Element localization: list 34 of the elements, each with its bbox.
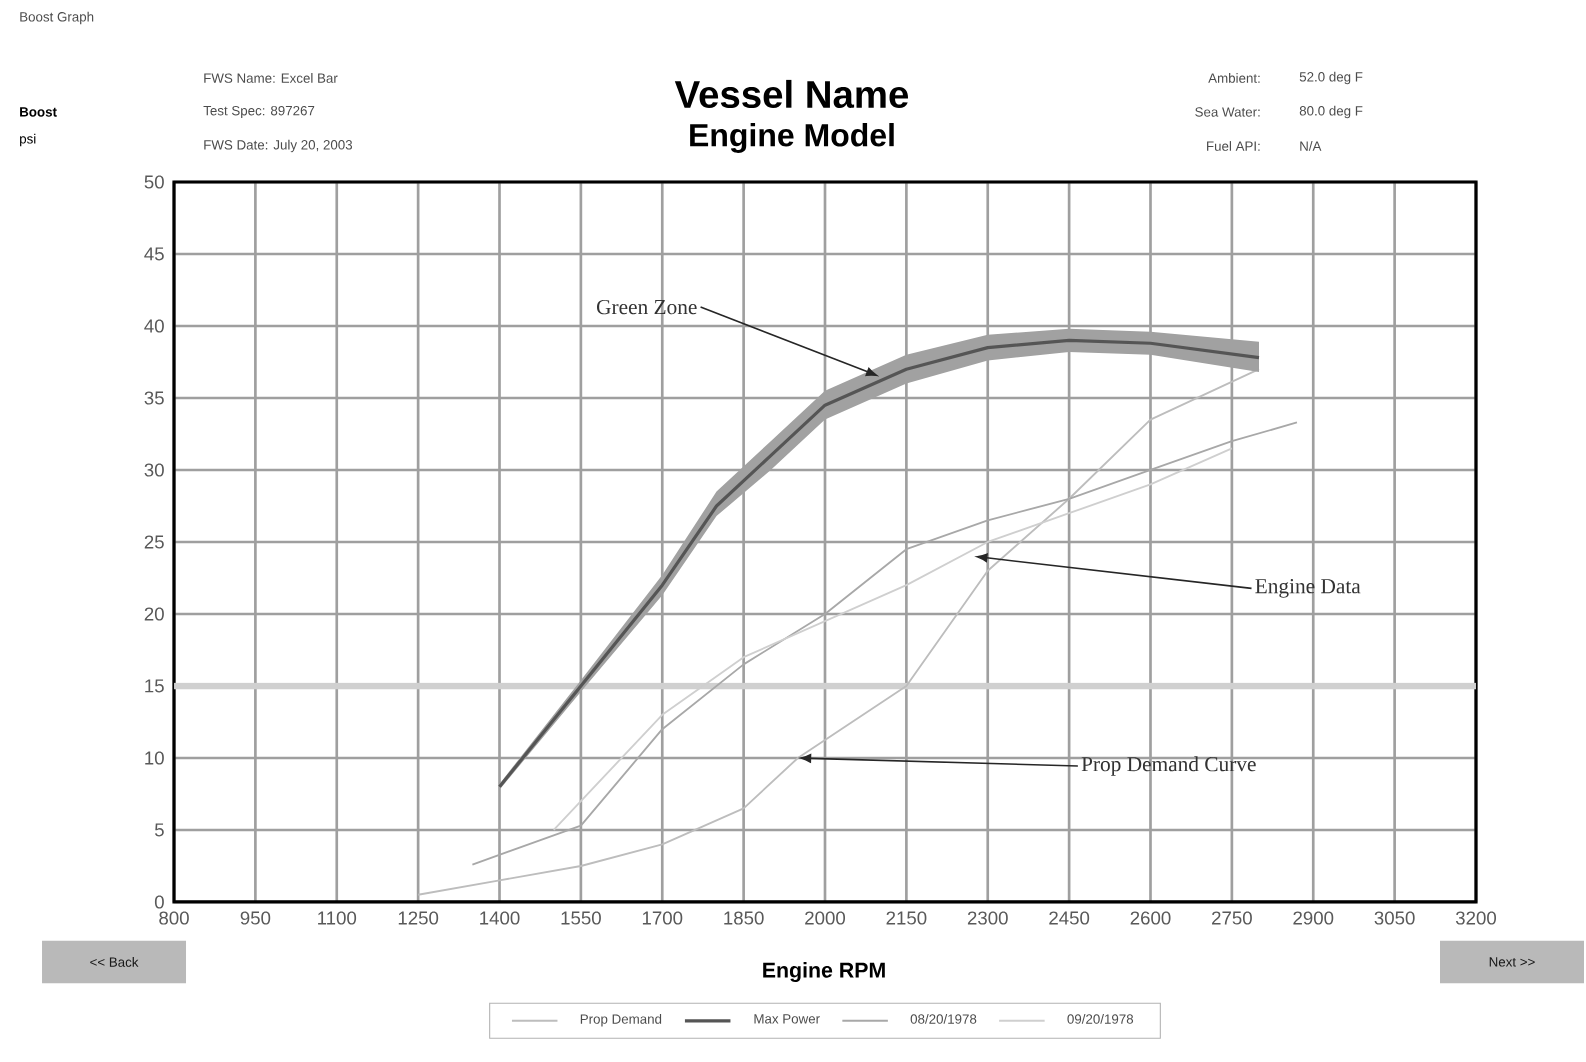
x-tick-label: 2750 (1212, 911, 1252, 925)
x-tick-label: 2600 (1130, 911, 1171, 925)
y-tick-label: 0 (154, 895, 164, 909)
x-tick-label: 1550 (561, 911, 601, 925)
annotation: Prop Demand Curve (1081, 756, 1256, 776)
x-tick-label: 1400 (480, 911, 520, 925)
y-tick-label: 15 (145, 679, 164, 693)
x-tick-label: 3200 (1455, 911, 1497, 925)
chart-subtitle: Engine Model (690, 123, 894, 153)
y-tick-label: 20 (144, 607, 164, 621)
y-tick-label: 40 (144, 319, 164, 333)
x-tick-label: 2900 (1293, 911, 1334, 925)
x-tick-label: 2300 (967, 911, 1008, 925)
x-tick-label: 2450 (1049, 911, 1090, 925)
x-tick-label: 1700 (642, 911, 683, 925)
y-tick-label: 30 (144, 463, 164, 477)
y-tick-label: 5 (154, 823, 164, 837)
x-axis-title: Engine RPM (763, 961, 885, 982)
y-tick-label: 25 (144, 535, 164, 549)
x-tick-label: 1100 (318, 911, 357, 925)
annotation: Engine Data (1255, 579, 1361, 598)
x-tick-label: 800 (159, 911, 189, 925)
chart-title: Vessel Name (674, 79, 909, 109)
x-tick-label: 2000 (805, 911, 846, 925)
x-tick-label: 1250 (398, 911, 439, 925)
y-tick-label: 45 (144, 247, 164, 261)
y-tick-label: 35 (144, 391, 164, 405)
x-tick-label: 950 (240, 911, 271, 925)
y-tick-label: 50 (144, 175, 164, 189)
x-tick-label: 1850 (724, 911, 764, 925)
x-tick-label: 3050 (1374, 911, 1415, 925)
x-tick-label: 2150 (886, 911, 927, 925)
annotation: Green Zone (596, 299, 697, 315)
y-tick-label: 10 (145, 751, 164, 765)
